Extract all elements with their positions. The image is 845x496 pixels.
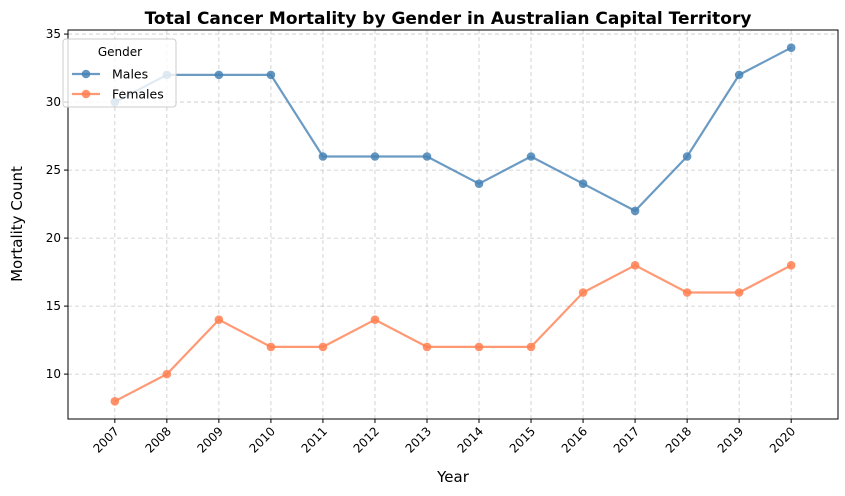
data-point-males [682, 152, 692, 161]
series-layer [110, 43, 796, 406]
y-axis-label: Mortality Count [8, 166, 26, 282]
legend-marker-females [81, 89, 91, 99]
series-line-males [114, 46, 792, 212]
data-point-males [578, 179, 588, 188]
y-tick-label: 30 [46, 95, 61, 109]
data-point-females [214, 315, 224, 325]
legend-label-females: Females [112, 87, 164, 102]
data-point-males [266, 70, 276, 80]
series-males [110, 43, 796, 216]
data-point-females [734, 288, 744, 297]
data-point-males [786, 43, 796, 52]
data-point-females [266, 342, 276, 352]
legend-items: Males Females [72, 67, 164, 102]
x-tick-label: 2008 [142, 424, 173, 455]
series-females [110, 261, 796, 406]
x-tick-label: 2011 [299, 424, 330, 455]
data-point-males [734, 70, 744, 80]
x-axis: 2007 2008 2009 2010 2011 2012 2013 2014 2015 2016… [90, 419, 798, 456]
data-point-females [578, 288, 588, 297]
y-tick-label: 10 [46, 367, 61, 381]
x-tick-label: 2009 [195, 424, 226, 455]
x-tick-label: 2017 [611, 424, 642, 455]
x-tick-label: 2010 [247, 424, 278, 455]
data-point-males [318, 152, 328, 161]
x-tick-label: 2015 [507, 424, 538, 455]
data-point-males [214, 70, 224, 80]
x-tick-label: 2016 [559, 424, 590, 455]
data-point-males [630, 206, 640, 216]
plot-frame [67, 29, 839, 420]
chart-title: Total Cancer Mortality by Gender in Aust… [145, 9, 752, 29]
x-tick-label: 2007 [90, 424, 121, 455]
series-line-females [114, 264, 792, 403]
legend-marker-males [81, 69, 91, 79]
y-tick-label: 35 [46, 27, 61, 41]
x-tick-label: 2019 [715, 424, 746, 455]
x-axis-label: Year [436, 468, 470, 486]
data-point-males [474, 179, 484, 188]
x-tick-label: 2013 [403, 424, 434, 455]
x-tick-label: 2014 [455, 424, 486, 455]
data-point-males [370, 152, 380, 161]
x-tick-label: 2020 [767, 424, 798, 455]
data-point-females [474, 342, 484, 352]
data-point-females [422, 342, 432, 352]
legend-item-males: Males [72, 67, 148, 82]
x-tick-label: 2018 [663, 424, 694, 455]
data-point-females [318, 342, 328, 352]
x-tick-label: 2012 [351, 424, 382, 455]
grid [68, 30, 838, 419]
data-point-females [630, 261, 640, 270]
y-tick-label: 25 [46, 163, 61, 177]
data-point-males [526, 152, 536, 161]
y-tick-label: 20 [46, 231, 61, 245]
legend-box [62, 38, 177, 108]
data-point-females [526, 342, 536, 352]
y-tick-label: 15 [46, 299, 61, 313]
data-point-females [682, 288, 692, 297]
legend-title: Gender [98, 45, 142, 59]
legend-item-females: Females [72, 87, 164, 102]
data-point-females [162, 369, 172, 379]
legend-label-males: Males [112, 67, 148, 82]
data-point-females [786, 261, 796, 270]
y-axis: 10 15 20 25 30 35 [46, 27, 68, 381]
legend: Gender Males Females [62, 38, 177, 108]
data-point-females [110, 397, 120, 406]
data-point-males [422, 152, 432, 161]
data-point-females [370, 315, 380, 325]
